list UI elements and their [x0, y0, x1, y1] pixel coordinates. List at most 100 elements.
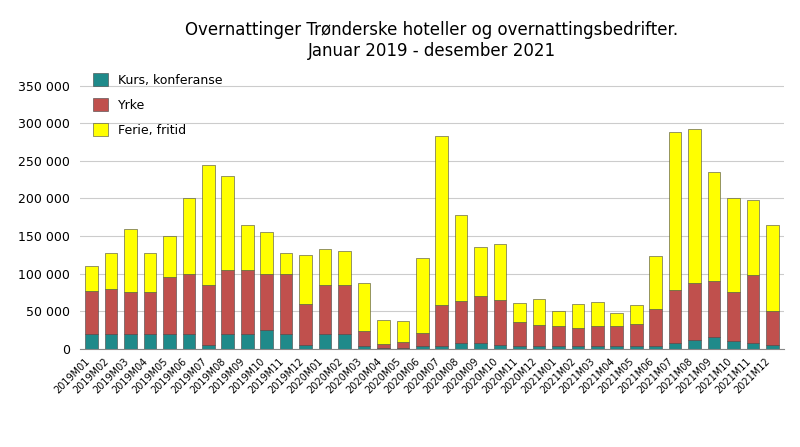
Bar [513, 322, 526, 346]
Bar [105, 333, 118, 349]
Bar [455, 343, 467, 349]
Bar [260, 274, 273, 330]
Bar [144, 253, 156, 292]
Bar [688, 283, 701, 340]
Bar [746, 275, 759, 343]
Bar [669, 290, 682, 343]
Bar [610, 326, 623, 346]
Bar [299, 304, 312, 345]
Bar [746, 343, 759, 349]
Bar [338, 333, 351, 349]
Bar [650, 256, 662, 309]
Bar [241, 333, 254, 349]
Bar [688, 129, 701, 283]
Bar [766, 311, 778, 345]
Bar [766, 345, 778, 349]
Bar [455, 215, 467, 301]
Bar [571, 346, 584, 349]
Bar [86, 291, 98, 333]
Bar [280, 333, 293, 349]
Bar [494, 300, 506, 345]
Bar [202, 345, 214, 349]
Bar [86, 333, 98, 349]
Bar [416, 258, 429, 333]
Bar [144, 292, 156, 333]
Bar [338, 251, 351, 285]
Legend: Kurs, konferanse, Yrke, Ferie, fritid: Kurs, konferanse, Yrke, Ferie, fritid [94, 73, 222, 137]
Bar [182, 333, 195, 349]
Bar [474, 343, 487, 349]
Bar [182, 198, 195, 274]
Bar [358, 346, 370, 349]
Bar [318, 249, 331, 285]
Bar [241, 270, 254, 333]
Bar [280, 274, 293, 333]
Bar [163, 277, 176, 333]
Bar [474, 296, 487, 343]
Bar [86, 266, 98, 291]
Bar [280, 253, 293, 274]
Bar [552, 346, 565, 349]
Bar [435, 136, 448, 305]
Bar [124, 333, 137, 349]
Bar [727, 198, 740, 292]
Bar [708, 337, 720, 349]
Bar [318, 285, 331, 333]
Bar [708, 281, 720, 337]
Bar [630, 324, 642, 346]
Title: Overnattinger Trønderske hoteller og overnattingsbedrifter.
Januar 2019 - desemb: Overnattinger Trønderske hoteller og ove… [186, 21, 678, 60]
Bar [105, 253, 118, 289]
Bar [222, 270, 234, 333]
Bar [163, 333, 176, 349]
Bar [591, 302, 604, 326]
Bar [338, 285, 351, 333]
Bar [358, 283, 370, 331]
Bar [669, 132, 682, 290]
Bar [650, 346, 662, 349]
Bar [202, 285, 214, 345]
Bar [533, 325, 546, 346]
Bar [358, 331, 370, 346]
Bar [650, 309, 662, 346]
Bar [591, 346, 604, 349]
Bar [455, 301, 467, 343]
Bar [533, 346, 546, 349]
Bar [222, 333, 234, 349]
Bar [610, 312, 623, 326]
Bar [416, 346, 429, 349]
Bar [766, 225, 778, 311]
Bar [318, 333, 331, 349]
Bar [222, 176, 234, 270]
Bar [552, 326, 565, 346]
Bar [571, 328, 584, 346]
Bar [377, 344, 390, 348]
Bar [630, 346, 642, 349]
Bar [746, 200, 759, 275]
Bar [435, 346, 448, 349]
Bar [299, 255, 312, 304]
Bar [533, 299, 546, 325]
Bar [591, 326, 604, 346]
Bar [241, 225, 254, 270]
Bar [144, 333, 156, 349]
Bar [552, 311, 565, 326]
Bar [299, 345, 312, 349]
Bar [397, 342, 409, 348]
Bar [727, 341, 740, 349]
Bar [377, 348, 390, 349]
Bar [494, 345, 506, 349]
Bar [708, 172, 720, 281]
Bar [377, 320, 390, 344]
Bar [494, 244, 506, 300]
Bar [474, 247, 487, 296]
Bar [202, 164, 214, 285]
Bar [397, 321, 409, 342]
Bar [124, 292, 137, 333]
Bar [105, 289, 118, 333]
Bar [397, 348, 409, 349]
Bar [688, 340, 701, 349]
Bar [513, 303, 526, 322]
Bar [669, 343, 682, 349]
Bar [124, 228, 137, 292]
Bar [260, 232, 273, 274]
